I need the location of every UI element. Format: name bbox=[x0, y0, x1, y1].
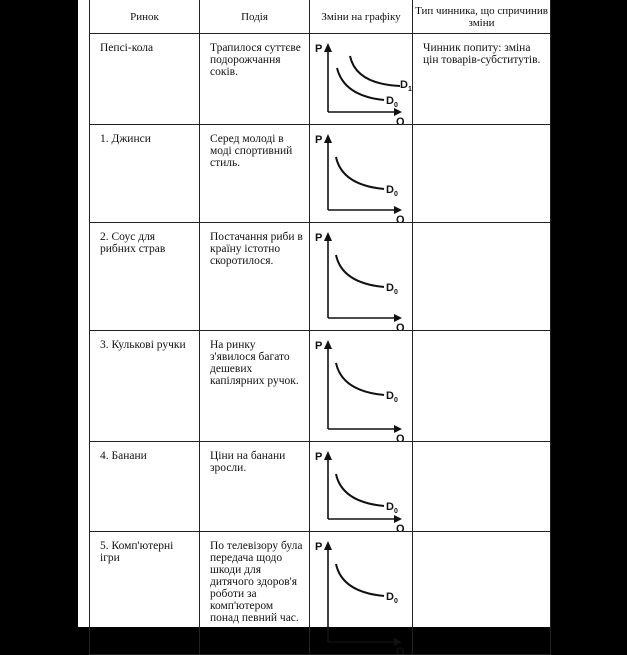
d0-label: D0 bbox=[386, 95, 398, 109]
p-axis-label: P bbox=[315, 232, 322, 244]
arrow-icon bbox=[324, 541, 332, 550]
demand-graph: P Q D0 bbox=[315, 134, 405, 222]
d0-label: D0 bbox=[386, 501, 398, 515]
graph-cell: P Q D0 D1 bbox=[309, 33, 413, 125]
header-factor: Тип чинника, що спричинив зміни bbox=[412, 0, 551, 34]
document-page: Ринок Подія Зміни на графіку Тип чинника… bbox=[78, 0, 551, 655]
demand-curve-d0 bbox=[335, 254, 385, 288]
graph-cell: P Q D0 bbox=[309, 222, 413, 331]
event-cell: По телевізору була передача щодо шкоди д… bbox=[199, 531, 310, 655]
arrow-icon bbox=[324, 232, 332, 241]
demand-graph: P Q D0 bbox=[315, 340, 405, 441]
q-axis-label: Q bbox=[396, 116, 405, 124]
demand-table: Ринок Подія Зміни на графіку Тип чинника… bbox=[89, 0, 551, 655]
p-axis-label: P bbox=[315, 43, 322, 55]
p-axis-label: P bbox=[315, 340, 322, 352]
graph-cell: P Q D0 bbox=[309, 531, 413, 655]
demand-graph: P Q D0 bbox=[315, 541, 405, 654]
d1-label: D1 bbox=[400, 79, 412, 93]
p-axis-label: P bbox=[315, 134, 322, 146]
d0-label: D0 bbox=[386, 184, 398, 198]
market-cell: 2. Соус для рибних страв bbox=[89, 222, 200, 331]
header-event: Подія bbox=[199, 0, 310, 34]
market-cell: 5. Комп'ютерні ігри bbox=[89, 531, 200, 655]
header-graph: Зміни на графіку bbox=[309, 0, 413, 34]
factor-cell bbox=[412, 222, 551, 331]
arrow-icon bbox=[394, 515, 402, 523]
demand-curve-d0 bbox=[336, 67, 385, 101]
table-row: 2. Соус для рибних страв Постачання риби… bbox=[89, 222, 551, 331]
market-cell: 4. Банани bbox=[89, 441, 200, 532]
q-axis-label: Q bbox=[396, 646, 405, 654]
demand-curve-d0 bbox=[335, 156, 385, 190]
factor-cell bbox=[412, 330, 551, 442]
event-cell: Ціни на банани зросли. bbox=[199, 441, 310, 532]
p-axis-label: P bbox=[315, 541, 322, 553]
demand-curve-d1 bbox=[349, 55, 401, 87]
demand-curve-d0 bbox=[335, 473, 385, 507]
table-row: 3. Кулькові ручки На ринку з'явилося баг… bbox=[89, 330, 551, 442]
p-axis-label: P bbox=[315, 451, 322, 463]
event-cell: Постачання риби в країну істотно скороти… bbox=[199, 222, 310, 331]
arrow-icon bbox=[394, 314, 402, 322]
factor-cell bbox=[412, 124, 551, 223]
demand-graph: P Q D0 bbox=[315, 451, 405, 531]
graph-cell: P Q D0 bbox=[309, 330, 413, 442]
d0-label: D0 bbox=[386, 591, 398, 605]
table-row: 5. Комп'ютерні ігри По телевізору була п… bbox=[89, 531, 551, 655]
table-row: 1. Джинси Серед молоді в моді спортивний… bbox=[89, 124, 551, 223]
arrow-icon bbox=[324, 340, 332, 349]
event-cell: Трапилося суттєве подорожчання соків. bbox=[199, 33, 310, 125]
demand-curve-d0 bbox=[335, 362, 385, 396]
demand-graph: P Q D0 bbox=[315, 232, 405, 330]
arrow-icon bbox=[394, 108, 402, 116]
arrow-icon bbox=[324, 43, 332, 52]
arrow-icon bbox=[324, 451, 332, 460]
header-market: Ринок bbox=[89, 0, 200, 34]
factor-cell: Чинник попиту: зміна цін товарів-субстит… bbox=[412, 33, 551, 125]
graph-cell: P Q D0 bbox=[309, 441, 413, 532]
q-axis-label: Q bbox=[396, 214, 405, 222]
q-axis-label: Q bbox=[396, 523, 405, 531]
factor-cell bbox=[412, 531, 551, 655]
q-axis-label: Q bbox=[396, 322, 405, 330]
market-cell: Пепсі-кола bbox=[89, 33, 200, 125]
market-cell: 1. Джинси bbox=[89, 124, 200, 223]
demand-curve-d0 bbox=[335, 563, 385, 597]
q-axis-label: Q bbox=[396, 433, 405, 441]
market-cell: 3. Кулькові ручки bbox=[89, 330, 200, 442]
header-row: Ринок Подія Зміни на графіку Тип чинника… bbox=[89, 0, 551, 34]
d0-label: D0 bbox=[386, 282, 398, 296]
graph-cell: P Q D0 bbox=[309, 124, 413, 223]
d0-label: D0 bbox=[386, 390, 398, 404]
event-cell: На ринку з'явилося багато дешевих капіля… bbox=[199, 330, 310, 442]
table-row: Пепсі-кола Трапилося суттєве подорожчанн… bbox=[89, 33, 551, 125]
demand-graph: P Q D0 D1 bbox=[315, 43, 412, 124]
arrow-icon bbox=[394, 206, 402, 214]
arrow-icon bbox=[394, 425, 402, 433]
event-cell: Серед молоді в моді спортивний стиль. bbox=[199, 124, 310, 223]
table-row: 4. Банани Ціни на банани зросли. P Q D0 bbox=[89, 441, 551, 532]
arrow-icon bbox=[394, 638, 402, 646]
factor-cell bbox=[412, 441, 551, 532]
arrow-icon bbox=[324, 134, 332, 143]
